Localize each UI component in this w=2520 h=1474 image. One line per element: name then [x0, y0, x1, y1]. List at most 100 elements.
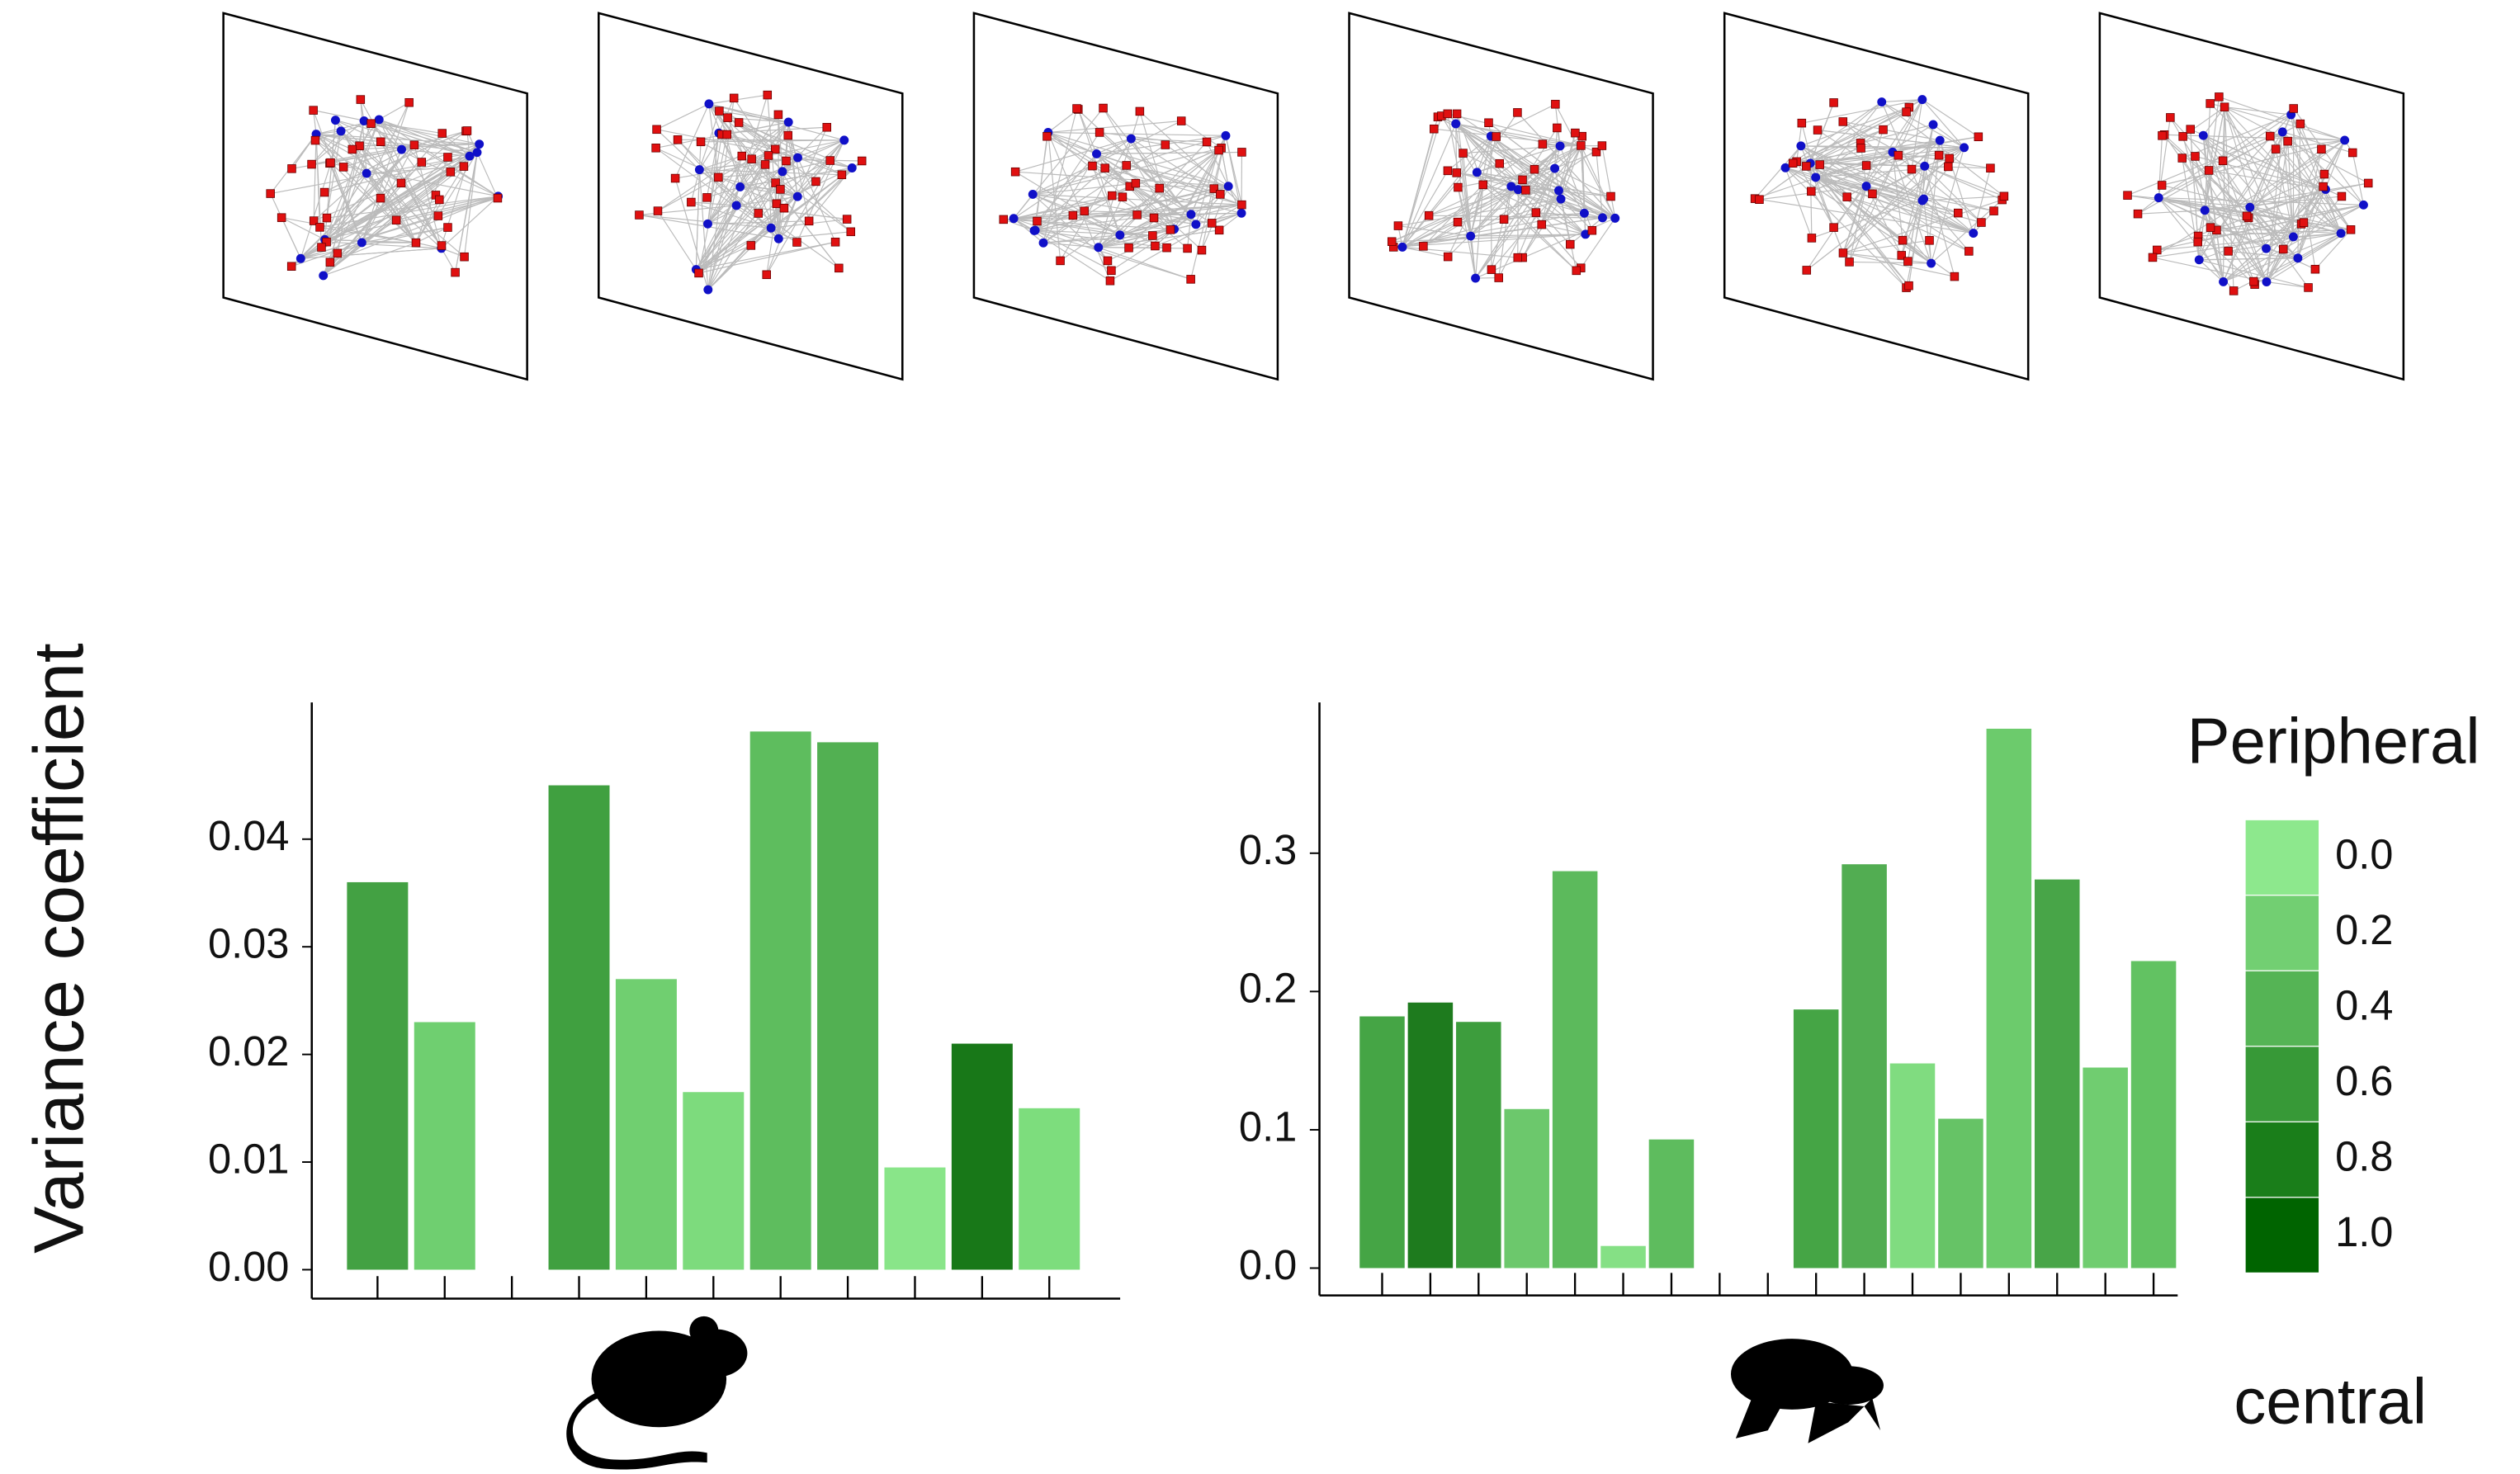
y-tick-label: 0.0: [1239, 1241, 1297, 1288]
network-panel: [598, 13, 902, 380]
node: [339, 163, 348, 172]
node: [1929, 120, 1938, 130]
node: [1588, 226, 1596, 234]
node: [2278, 127, 2287, 136]
node: [2300, 219, 2308, 227]
node: [778, 167, 787, 176]
node: [460, 163, 468, 171]
node: [1108, 267, 1116, 275]
node: [1033, 217, 1042, 225]
bar: [1794, 1009, 1839, 1268]
node: [2284, 137, 2292, 145]
node: [774, 234, 783, 243]
node: [1554, 186, 1563, 195]
colorbar-tick-label: 0.8: [2335, 1132, 2393, 1179]
node: [2194, 238, 2202, 246]
bar: [1842, 864, 1887, 1268]
node: [847, 228, 855, 236]
node: [1904, 257, 1912, 266]
node: [687, 198, 695, 206]
node: [834, 264, 843, 272]
node: [636, 211, 644, 220]
node: [782, 157, 791, 165]
node: [1479, 181, 1487, 189]
node: [697, 138, 705, 146]
node: [1451, 120, 1460, 129]
node: [376, 138, 385, 146]
node: [1388, 238, 1396, 246]
node: [1166, 225, 1175, 234]
node: [1803, 267, 1811, 275]
node: [1898, 236, 1907, 244]
node: [1444, 110, 1452, 118]
node: [1057, 257, 1065, 265]
bar: [1938, 1119, 1983, 1268]
bar: [884, 1168, 945, 1270]
bar: [549, 786, 610, 1270]
colorbar-cell: [2245, 971, 2319, 1046]
node: [1106, 276, 1114, 285]
node: [1514, 253, 1522, 262]
node: [1610, 214, 1619, 223]
node: [793, 239, 801, 247]
y-tick-label: 0.04: [208, 812, 290, 859]
node: [311, 136, 319, 144]
node: [1894, 151, 1903, 159]
node: [793, 192, 802, 201]
node: [1039, 239, 1048, 248]
node: [823, 123, 831, 131]
node: [724, 114, 732, 122]
colorbar-cell: [2245, 1122, 2319, 1198]
node: [1150, 214, 1158, 222]
network-panel: [974, 13, 1278, 380]
bar: [1019, 1108, 1080, 1270]
node: [1944, 163, 1952, 171]
node: [2225, 247, 2233, 255]
node: [1781, 163, 1790, 172]
colorbar-cell: [2245, 895, 2319, 971]
colorbar-tick-label: 0.6: [2335, 1057, 2393, 1104]
y-tick-label: 0.3: [1239, 826, 1297, 873]
node: [323, 214, 331, 222]
node: [2206, 100, 2215, 108]
node: [1798, 119, 1806, 127]
bar: [1600, 1246, 1646, 1268]
node: [465, 152, 474, 161]
node: [1031, 226, 1040, 235]
node: [410, 141, 418, 149]
node: [1208, 220, 1216, 228]
node: [764, 152, 773, 160]
node: [1572, 129, 1580, 137]
bar: [414, 1022, 475, 1269]
node: [1556, 141, 1565, 150]
node: [1163, 243, 1171, 252]
node: [2243, 212, 2251, 220]
node: [838, 171, 846, 179]
node: [337, 126, 346, 135]
node: [1816, 161, 1824, 169]
node: [1000, 215, 1008, 224]
node: [1095, 129, 1104, 137]
node: [843, 215, 851, 224]
node: [1978, 219, 1986, 227]
node: [1118, 193, 1127, 201]
node: [747, 242, 755, 250]
node: [288, 164, 296, 172]
node: [2296, 120, 2305, 128]
node: [1830, 224, 1838, 232]
node: [2348, 149, 2357, 157]
node: [2364, 179, 2372, 187]
node: [1471, 274, 1480, 283]
node: [1607, 192, 1615, 201]
node: [1420, 242, 1428, 250]
node: [848, 163, 857, 172]
node: [654, 207, 662, 215]
node: [703, 193, 712, 201]
node: [1094, 243, 1103, 252]
node: [1444, 253, 1452, 261]
colorbar-tick-label: 0.0: [2335, 830, 2393, 877]
node: [327, 158, 335, 167]
node: [1946, 154, 1954, 163]
node: [1839, 118, 1847, 126]
node: [735, 182, 745, 191]
